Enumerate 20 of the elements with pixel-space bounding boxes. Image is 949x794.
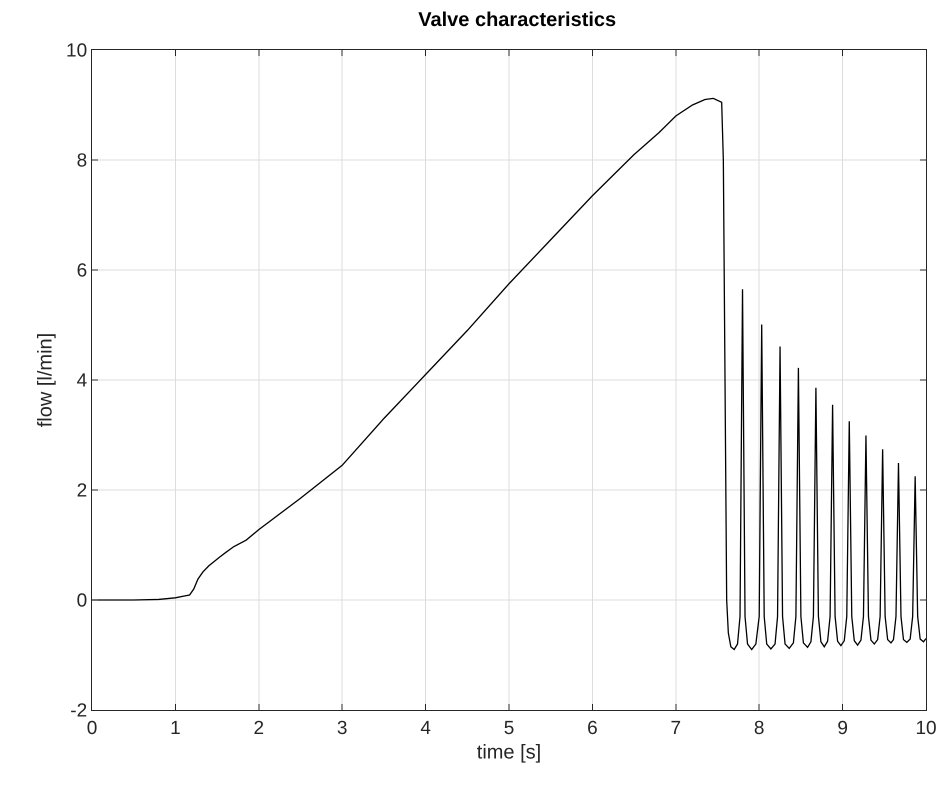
x-tick-label: 2 xyxy=(254,718,264,739)
x-tick-label: 10 xyxy=(915,718,937,739)
y-tick-label: 8 xyxy=(76,150,88,172)
x-tick-label: 8 xyxy=(754,718,764,739)
chart-title: Valve characteristics xyxy=(418,8,616,31)
x-tick-label: 3 xyxy=(336,718,348,739)
x-tick-label: 4 xyxy=(420,718,432,739)
x-tick-label: 5 xyxy=(504,718,514,739)
y-tick-label: 6 xyxy=(76,260,88,282)
x-axis-title: time [s] xyxy=(476,741,542,764)
y-tick-label: 4 xyxy=(76,370,88,392)
x-tick-label: 6 xyxy=(587,718,598,739)
y-tick-label: -2 xyxy=(70,700,88,722)
y-tick-label: 2 xyxy=(76,480,88,502)
x-tick-label: 9 xyxy=(837,718,848,739)
x-tick-label: 1 xyxy=(170,718,181,739)
y-tick-label: 10 xyxy=(66,40,88,62)
y-tick-label: 0 xyxy=(76,590,88,612)
x-tick-label: 7 xyxy=(670,718,682,739)
y-axis-title: flow [l/min] xyxy=(34,332,57,428)
